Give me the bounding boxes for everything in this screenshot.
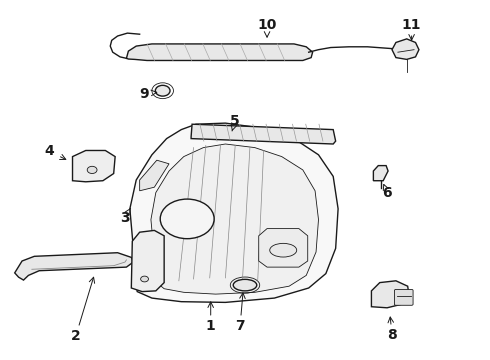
Polygon shape xyxy=(373,166,388,181)
Polygon shape xyxy=(131,230,164,292)
Circle shape xyxy=(160,199,214,239)
Text: 9: 9 xyxy=(140,87,149,100)
Text: 6: 6 xyxy=(382,186,392,199)
Polygon shape xyxy=(130,123,338,302)
Polygon shape xyxy=(151,144,318,294)
Polygon shape xyxy=(392,39,419,59)
Text: 7: 7 xyxy=(235,319,245,333)
Polygon shape xyxy=(140,160,169,191)
Text: 4: 4 xyxy=(44,144,54,158)
Text: 3: 3 xyxy=(120,211,130,225)
Polygon shape xyxy=(259,229,308,267)
Polygon shape xyxy=(371,281,409,308)
Text: 11: 11 xyxy=(402,18,421,32)
Text: 1: 1 xyxy=(206,319,216,333)
Polygon shape xyxy=(73,150,115,182)
FancyBboxPatch shape xyxy=(394,289,413,305)
Polygon shape xyxy=(126,44,313,60)
Ellipse shape xyxy=(233,279,257,291)
Text: 2: 2 xyxy=(71,329,81,342)
Circle shape xyxy=(87,166,97,174)
Circle shape xyxy=(155,85,170,96)
Text: 5: 5 xyxy=(230,114,240,127)
Text: 10: 10 xyxy=(257,18,277,32)
Circle shape xyxy=(141,276,148,282)
Text: 8: 8 xyxy=(387,328,397,342)
Polygon shape xyxy=(15,253,133,280)
Ellipse shape xyxy=(270,243,297,257)
Polygon shape xyxy=(191,124,336,144)
